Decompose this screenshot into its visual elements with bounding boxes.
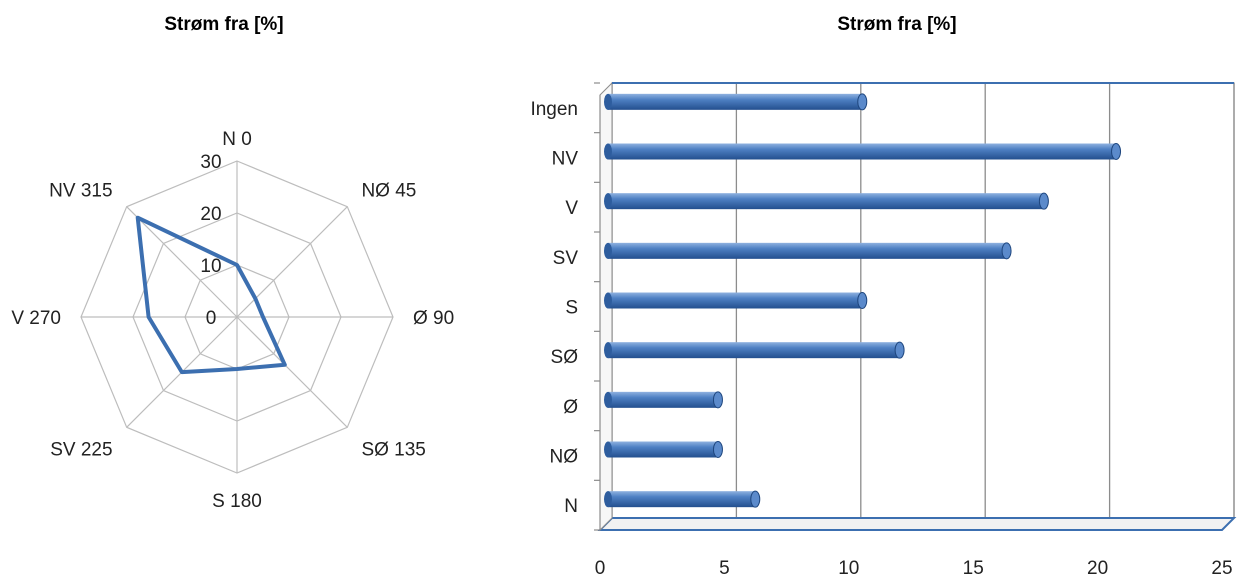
radar-category-label: NV 315 bbox=[49, 181, 112, 202]
bar-category-label: NV bbox=[552, 149, 579, 170]
radar-category-label: S 180 bbox=[212, 491, 262, 512]
bar-category-label: Ø bbox=[563, 397, 578, 418]
bar-start-cap bbox=[604, 193, 612, 210]
bar-body bbox=[608, 292, 863, 309]
bar-x-tick-label: 15 bbox=[963, 558, 984, 578]
bar-body bbox=[608, 93, 863, 110]
bar bbox=[604, 242, 1012, 260]
radar-radial-ticks: 0 10 20 30 bbox=[200, 152, 221, 329]
radar-tick-label: 30 bbox=[200, 152, 221, 173]
radar-title: Strøm fra [%] bbox=[164, 14, 283, 35]
bar-start-cap bbox=[604, 441, 612, 458]
bar-category-label: S bbox=[565, 298, 578, 319]
bar-end-cap bbox=[857, 93, 868, 111]
radar-tick-label: 0 bbox=[206, 308, 217, 329]
bar-category-label: Ingen bbox=[530, 99, 578, 120]
radar-category-label: NØ 45 bbox=[361, 181, 416, 202]
bar-body bbox=[608, 391, 718, 408]
radar-grid bbox=[80, 160, 394, 474]
bar-start-cap bbox=[604, 342, 612, 359]
bar-end-cap bbox=[1111, 143, 1122, 160]
radar-series-line bbox=[135, 215, 287, 375]
bar bbox=[604, 341, 905, 359]
radar-category-label: V 270 bbox=[11, 308, 61, 329]
radar-category-label: SØ 135 bbox=[361, 439, 425, 460]
bar-start-cap bbox=[604, 143, 612, 160]
bar-start-cap bbox=[604, 491, 612, 508]
bar-x-ticks: 0 5 10 15 20 25 bbox=[595, 558, 1233, 578]
radar-spoke bbox=[236, 206, 348, 318]
bar-end-cap bbox=[1038, 192, 1049, 210]
bar-end-cap bbox=[857, 292, 868, 309]
radar-category-labels: N 0 NØ 45 Ø 90 SØ 135 S 180 SV 225 V 270 NV 315 bbox=[11, 129, 454, 512]
bar bbox=[604, 143, 1122, 160]
bar bbox=[604, 391, 723, 409]
bar-body bbox=[608, 143, 1117, 160]
bar-start-cap bbox=[604, 242, 612, 259]
bar-category-labels: N NØ Ø SØ S SV V NV Ingen bbox=[530, 99, 578, 517]
bar-body bbox=[608, 242, 1007, 259]
bar-x-tick-label: 10 bbox=[838, 558, 859, 578]
bar-x-tick-label: 20 bbox=[1087, 558, 1108, 578]
radar-chart: Strøm fra [%] N 0 NØ 45 Ø 90 SØ 135 S 180 SV … bbox=[11, 14, 454, 512]
bar-title: Strøm fra [%] bbox=[837, 14, 956, 35]
bar-start-cap bbox=[604, 391, 612, 408]
bar bbox=[604, 441, 723, 458]
bar-end-cap bbox=[894, 341, 905, 359]
bar bbox=[604, 93, 868, 111]
bar-end-cap bbox=[712, 391, 723, 409]
bar-category-label: SØ bbox=[551, 347, 579, 368]
radar-spoke bbox=[126, 206, 238, 318]
radar-series bbox=[135, 215, 287, 375]
bar-x-tick-label: 5 bbox=[719, 558, 730, 578]
bar-category-label: V bbox=[565, 198, 578, 219]
radar-category-label: SV 225 bbox=[50, 439, 112, 460]
radar-spoke bbox=[236, 316, 348, 428]
bar-x-tick-label: 0 bbox=[595, 558, 606, 578]
bar-body bbox=[608, 193, 1044, 210]
radar-tick-label: 10 bbox=[200, 256, 221, 277]
bar-series bbox=[604, 93, 1122, 508]
bar-category-label: N bbox=[564, 496, 578, 517]
bar-chart: Strøm fra [%] N NØ Ø SØ S SV V NV Ingen 0 5 10 15 20… bbox=[530, 14, 1237, 578]
bar-body bbox=[608, 342, 900, 359]
bar-end-cap bbox=[1001, 242, 1012, 260]
bar-x-tick-label: 25 bbox=[1211, 558, 1232, 578]
bar-body bbox=[608, 491, 756, 508]
bar bbox=[604, 192, 1049, 210]
bar-start-cap bbox=[604, 93, 612, 110]
bar-floor bbox=[597, 517, 1237, 531]
radar-tick-label: 20 bbox=[200, 204, 221, 225]
bar-category-label: SV bbox=[553, 248, 579, 269]
bar-start-cap bbox=[604, 292, 612, 309]
bar bbox=[604, 490, 761, 508]
bar-end-cap bbox=[712, 441, 723, 458]
radar-category-label: N 0 bbox=[222, 129, 252, 150]
bar-body bbox=[608, 441, 718, 458]
bar-end-cap bbox=[750, 490, 761, 508]
bar-category-label: NØ bbox=[550, 447, 579, 468]
radar-category-label: Ø 90 bbox=[413, 308, 454, 329]
bar bbox=[604, 292, 868, 309]
